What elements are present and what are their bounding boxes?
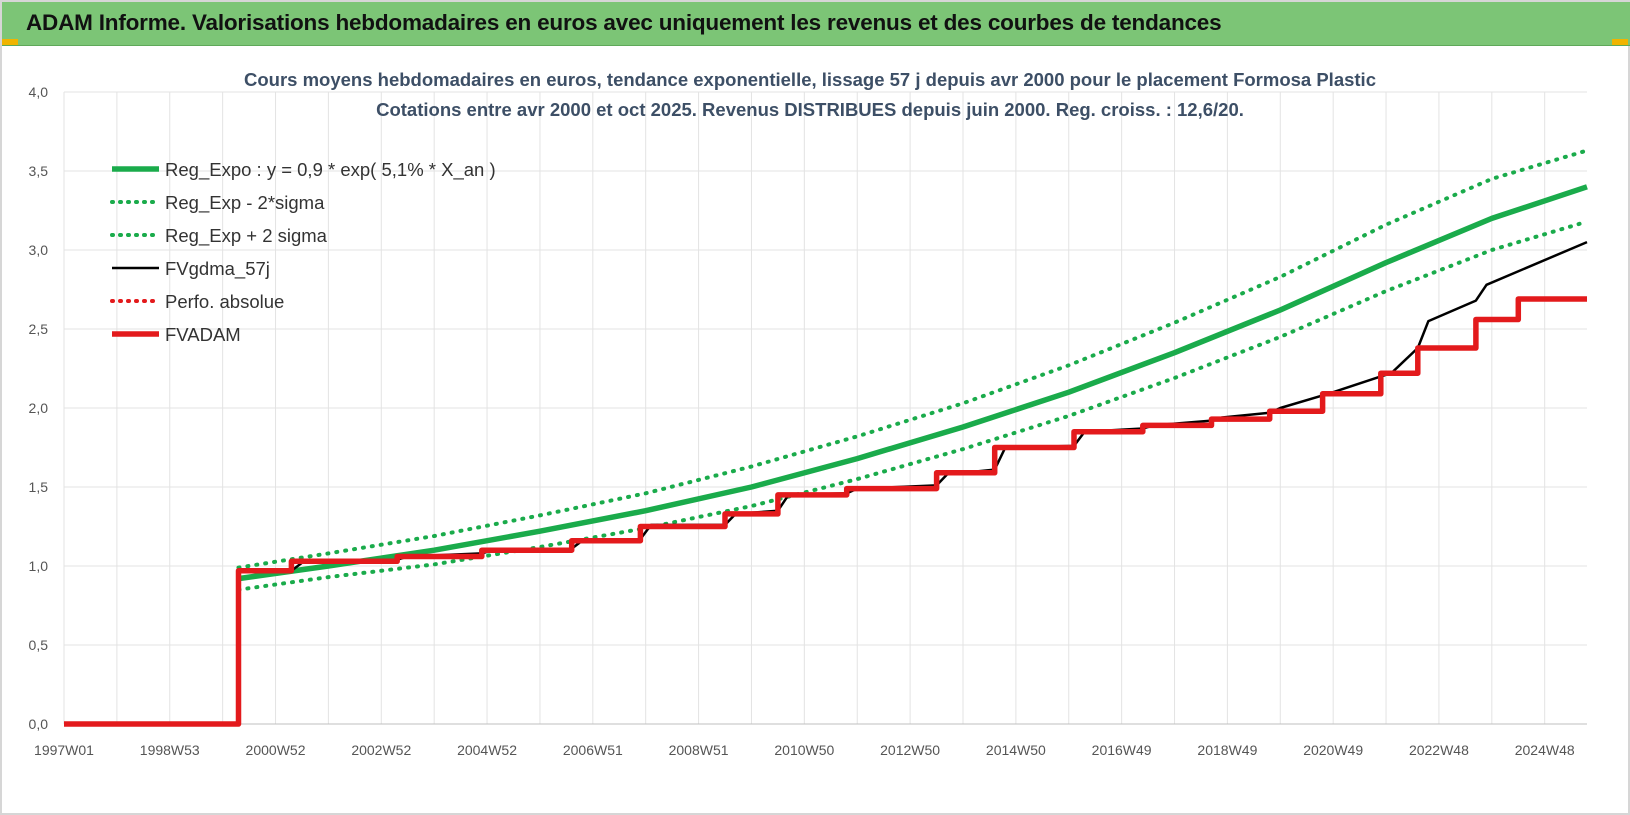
series-layer bbox=[64, 148, 1589, 727]
axes: 0,0 0,5 1,0 1,5 2,0 2,5 3,0 3,5 4,0 1997W01 1998W5… bbox=[29, 84, 1587, 758]
y-tick-label: 2,0 bbox=[29, 400, 49, 416]
chart-svg: 0,0 0,5 1,0 1,5 2,0 2,5 3,0 3,5 4,0 1997W01 1998W5… bbox=[29, 69, 1589, 758]
legend-label-1: Reg_Exp - 2*sigma bbox=[165, 192, 325, 214]
series-line-1 bbox=[236, 219, 1589, 592]
x-tick-label: 2016W49 bbox=[1092, 742, 1152, 758]
series-line-0 bbox=[238, 184, 1588, 582]
x-tick-label: 2018W49 bbox=[1197, 742, 1257, 758]
report-title: ADAM Informe. Valorisations hebdomadaire… bbox=[26, 10, 1222, 35]
x-tick-label: 1998W53 bbox=[140, 742, 200, 758]
x-tick-label: 2008W51 bbox=[669, 742, 729, 758]
series-line-2 bbox=[236, 148, 1589, 570]
report-banner: ADAM Informe. Valorisations hebdomadaire… bbox=[2, 2, 1630, 46]
x-tick-label: 2024W48 bbox=[1515, 742, 1575, 758]
y-tick-label: 2,5 bbox=[29, 321, 49, 337]
y-tick-label: 3,5 bbox=[29, 163, 49, 179]
x-tick-label: 2012W50 bbox=[880, 742, 940, 758]
x-tick-label: 2002W52 bbox=[351, 742, 411, 758]
series-line-5 bbox=[64, 296, 1587, 727]
y-tick-label: 0,5 bbox=[29, 637, 49, 653]
legend-label-4: Perfo. absolue bbox=[165, 291, 284, 312]
legend-label-2: Reg_Exp + 2 sigma bbox=[165, 225, 328, 247]
x-tick-label: 2014W50 bbox=[986, 742, 1046, 758]
legend: Reg_Expo : y = 0,9 * exp( 5,1% * X_an ) R… bbox=[110, 159, 496, 345]
grid-lines bbox=[63, 91, 1587, 725]
chart-title-line-1: Cours moyens hebdomadaires en euros, ten… bbox=[244, 69, 1376, 90]
legend-label-0: Reg_Expo : y = 0,9 * exp( 5,1% * X_an ) bbox=[165, 159, 496, 181]
legend-label-5: FVADAM bbox=[165, 324, 241, 345]
y-tick-label: 3,0 bbox=[29, 242, 49, 258]
x-tick-label: 2004W52 bbox=[457, 742, 517, 758]
x-tick-label: 2022W48 bbox=[1409, 742, 1469, 758]
y-tick-label: 0,0 bbox=[29, 716, 49, 732]
x-tick-label: 2020W49 bbox=[1303, 742, 1363, 758]
x-tick-label: 2010W50 bbox=[774, 742, 834, 758]
legend-label-3: FVgdma_57j bbox=[165, 258, 270, 280]
y-tick-label: 1,0 bbox=[29, 558, 49, 574]
x-tick-label: 1997W01 bbox=[34, 742, 94, 758]
chart-title: Cours moyens hebdomadaires en euros, ten… bbox=[244, 69, 1376, 120]
x-tick-label: 2000W52 bbox=[246, 742, 306, 758]
y-tick-label: 4,0 bbox=[29, 84, 49, 100]
corner-marker-top-right bbox=[1612, 39, 1628, 45]
chart-title-line-2: Cotations entre avr 2000 et oct 2025. Re… bbox=[376, 99, 1244, 120]
y-tick-label: 1,5 bbox=[29, 479, 49, 495]
series-line-3 bbox=[64, 240, 1588, 726]
x-tick-label: 2006W51 bbox=[563, 742, 623, 758]
corner-marker-top-left bbox=[2, 39, 18, 45]
